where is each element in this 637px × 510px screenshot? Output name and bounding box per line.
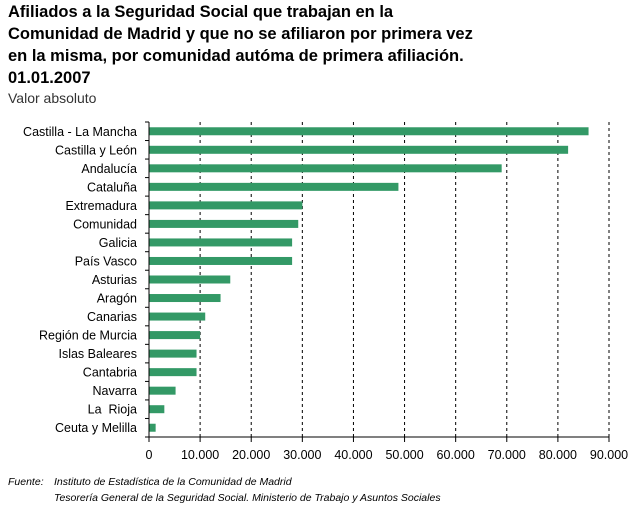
bar-12	[149, 349, 197, 358]
category-label-5: Comunidad	[73, 217, 137, 231]
bar-15	[149, 405, 165, 414]
x-tick-label-0: 0	[146, 448, 153, 462]
source-note: Fuente: Instituto de Estadística de la C…	[8, 474, 441, 506]
x-tick-label-6: 60.000	[437, 448, 475, 462]
bar-11	[149, 331, 201, 340]
title-line-1: Afiliados a la Seguridad Social que trab…	[8, 3, 394, 21]
chart-title: Afiliados a la Seguridad Social que trab…	[8, 1, 628, 89]
category-label-10: Canarias	[87, 310, 137, 324]
bar-16	[149, 423, 156, 432]
bar-5	[149, 219, 299, 228]
bar-6	[149, 238, 293, 247]
category-label-12: Islas Baleares	[58, 347, 137, 361]
bar-14	[149, 386, 176, 395]
bar-1	[149, 145, 569, 154]
category-label-8: Asturias	[92, 273, 137, 287]
title-line-4: 01.01.2007	[8, 69, 91, 87]
bar-2	[149, 164, 502, 173]
title-line-3: en la misma, por comunidad autóma de pri…	[8, 47, 464, 65]
bar-10	[149, 312, 206, 321]
category-label-1: Castilla y León	[55, 143, 137, 157]
category-label-13: Cantabria	[83, 366, 137, 380]
category-label-16: Ceuta y Melilla	[55, 421, 137, 435]
x-tick-label-5: 50.000	[385, 448, 423, 462]
bar-0	[149, 127, 589, 136]
x-tick-label-8: 80.000	[539, 448, 577, 462]
x-tick-label-9: 90.000	[590, 448, 628, 462]
bar-9	[149, 294, 221, 303]
category-label-2: Andalucía	[81, 162, 137, 176]
source-label: Fuente:	[8, 476, 44, 488]
category-label-6: Galicia	[99, 236, 137, 250]
bar-chart: Castilla - La Mancha Castilla y León Andal…	[23, 121, 628, 462]
x-tick-label-2: 20.000	[232, 448, 270, 462]
bar-3	[149, 182, 399, 191]
category-label-0: Castilla - La Mancha	[23, 125, 137, 139]
x-tick-label-1: 10.000	[181, 448, 219, 462]
title-line-2: Comunidad de Madrid y que no se afiliaro…	[8, 25, 473, 43]
category-label-3: Cataluña	[87, 180, 137, 194]
bar-4	[149, 201, 303, 210]
category-label-15: La Rioja	[88, 403, 137, 417]
source-line-2: Tesorería General de la Seguridad Social…	[54, 492, 441, 504]
chart-subtitle: Valor absoluto	[8, 90, 97, 106]
source-line-1: Instituto de Estadística de la Comunidad…	[54, 476, 292, 488]
category-label-4: Extremadura	[65, 199, 137, 213]
category-label-14: Navarra	[93, 384, 138, 398]
bar-7	[149, 256, 293, 265]
bar-13	[149, 368, 197, 377]
x-tick-label-7: 70.000	[488, 448, 526, 462]
x-tick-label-4: 40.000	[334, 448, 372, 462]
category-label-7: País Vasco	[75, 254, 137, 268]
category-label-11: Región de Murcia	[39, 329, 137, 343]
category-label-9: Aragón	[97, 292, 137, 306]
bar-8	[149, 275, 231, 284]
x-tick-label-3: 30.000	[283, 448, 321, 462]
